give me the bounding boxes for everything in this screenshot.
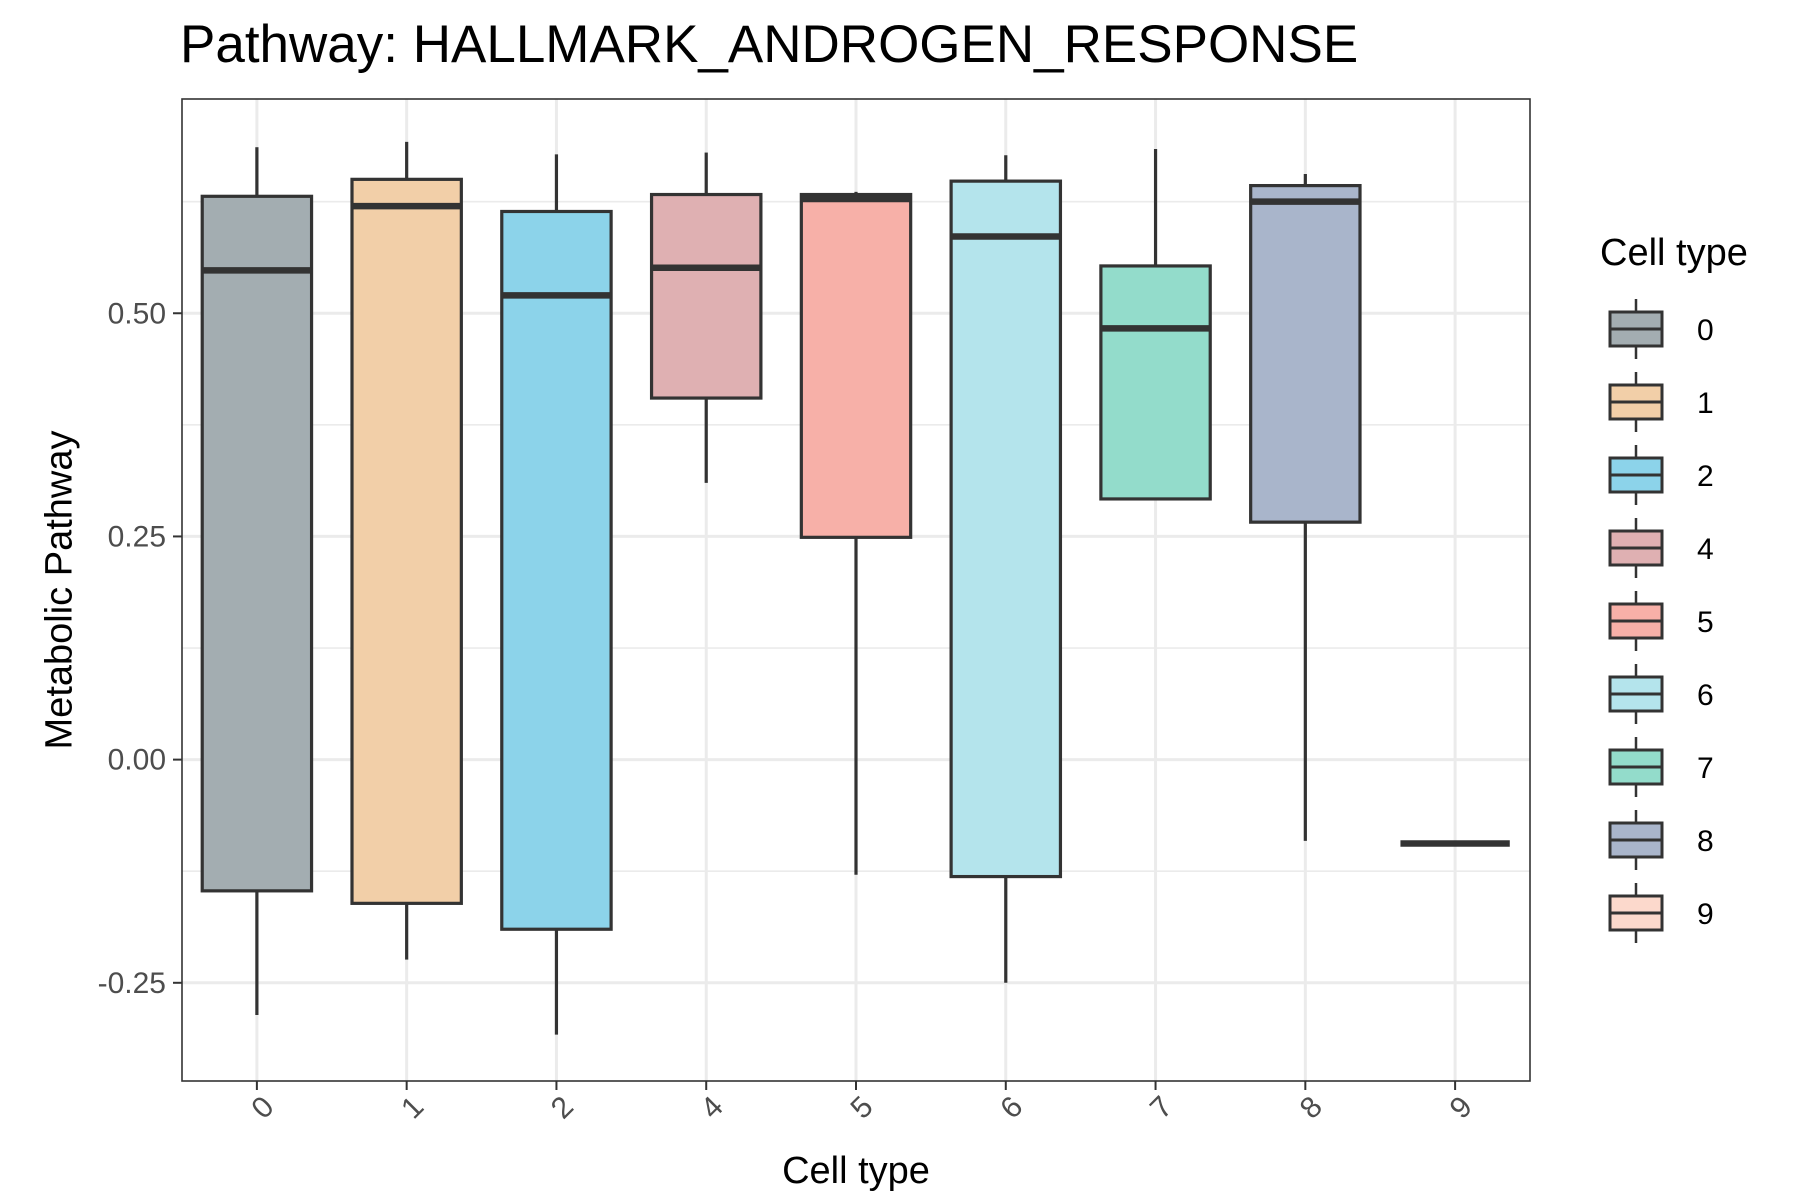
y-tick-label: -0.25: [98, 967, 166, 1000]
legend-label: 2: [1697, 460, 1714, 493]
x-tick-label: 9: [1444, 1090, 1479, 1125]
y-tick-label: 0.50: [108, 297, 166, 330]
box-1: [350, 141, 463, 960]
legend-title: Cell type: [1600, 232, 1748, 274]
box-4: [649, 152, 763, 483]
x-tick-label: 8: [1294, 1090, 1329, 1125]
legend-key-5: 5: [1608, 591, 1714, 651]
y-tick-label: 0.00: [108, 744, 166, 777]
x-tick-label: 0: [245, 1090, 280, 1125]
x-tick-label: 4: [695, 1090, 730, 1125]
x-tick-label: 2: [545, 1090, 580, 1125]
box-body: [649, 192, 763, 400]
x-tick-label: 6: [994, 1090, 1029, 1125]
legend-label: 8: [1697, 825, 1714, 858]
legend-label: 5: [1697, 606, 1714, 639]
legend-key-7: 7: [1608, 737, 1714, 797]
x-tick-label: 1: [395, 1090, 430, 1125]
box-body: [949, 179, 1063, 879]
box-body: [500, 209, 613, 931]
legend-label: 6: [1697, 679, 1714, 712]
box-body: [799, 192, 913, 539]
box-body: [1099, 264, 1212, 501]
y-axis-title: Metabolic Pathway: [38, 431, 80, 750]
legend-label: 9: [1697, 898, 1714, 931]
y-tick-label: 0.25: [108, 520, 166, 553]
legend-label: 7: [1697, 752, 1714, 785]
x-tick-label: 5: [844, 1090, 879, 1125]
x-axis-ticks: 0 1 2 4 5 6 7 8 9: [245, 1081, 1479, 1125]
box-5: [799, 191, 913, 875]
legend: 0 1 2 4 5 6 7 8 9: [1608, 299, 1714, 943]
box-7: [1099, 148, 1212, 501]
box-8: [1249, 173, 1362, 841]
legend-key-8: 8: [1608, 810, 1714, 870]
legend-label: 1: [1697, 387, 1714, 420]
box-body: [200, 194, 314, 893]
legend-key-0: 0: [1608, 299, 1714, 359]
box-body: [350, 177, 463, 905]
boxes: [200, 141, 1510, 1035]
legend-key-2: 2: [1608, 445, 1714, 505]
legend-key-6: 6: [1608, 664, 1714, 724]
y-axis-ticks: -0.25 0.00 0.25 0.50: [98, 297, 182, 1000]
box-2: [500, 154, 613, 1035]
box-body: [1249, 183, 1362, 524]
legend-key-1: 1: [1608, 372, 1714, 432]
legend-label: 4: [1697, 533, 1714, 566]
legend-label: 0: [1697, 314, 1714, 347]
legend-key-4: 4: [1608, 518, 1714, 578]
x-axis-title: Cell type: [782, 1150, 930, 1192]
chart-title: Pathway: HALLMARK_ANDROGEN_RESPONSE: [180, 15, 1358, 74]
box-6: [949, 155, 1063, 983]
x-tick-label: 7: [1144, 1090, 1179, 1125]
legend-key-9: 9: [1608, 883, 1714, 943]
box-0: [200, 147, 314, 1015]
